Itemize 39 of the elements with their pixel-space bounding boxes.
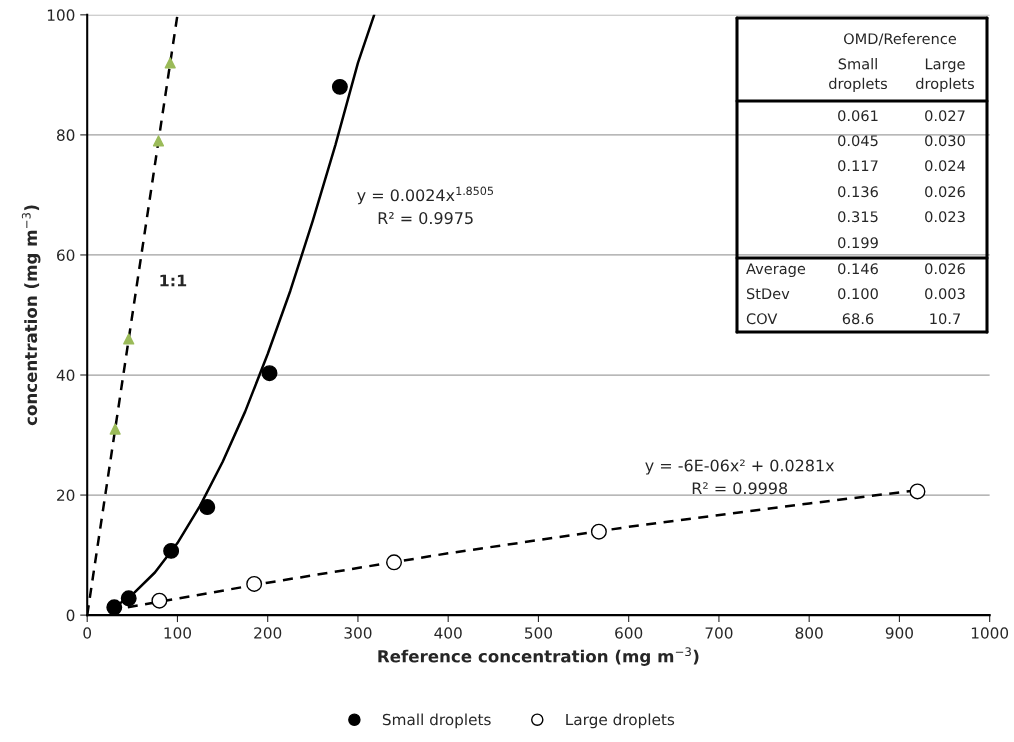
x-tick-label: 0 xyxy=(83,627,92,639)
y-tick-label: 0 xyxy=(66,609,75,622)
point xyxy=(246,575,263,592)
point xyxy=(109,423,121,435)
x-tick-label: 400 xyxy=(434,627,462,639)
text: y = 0.0024x$^{1.8505}$ R² = 0.9975 xyxy=(357,186,494,225)
x-tick-label: 1000 xyxy=(971,627,1009,639)
point xyxy=(261,365,278,382)
point xyxy=(152,135,165,147)
point xyxy=(386,554,403,571)
point xyxy=(590,523,607,540)
x-tick-label: 200 xyxy=(254,627,282,639)
annotation: y = -6E-06x² + 0.0281x R² = 0.9998 xyxy=(645,459,835,495)
point xyxy=(151,592,168,609)
x-tick-label: 300 xyxy=(344,627,372,639)
y-tick-label: 40 xyxy=(56,369,75,382)
point xyxy=(331,78,348,95)
point xyxy=(909,483,926,500)
x-tick-label: 100 xyxy=(164,627,192,639)
point xyxy=(163,542,180,559)
legend-label: Small droplets xyxy=(382,713,491,729)
x-axis-title: Reference concentration (mg m$^{−3}$) xyxy=(378,647,699,666)
y-tick-label: 80 xyxy=(56,129,75,141)
point xyxy=(199,499,216,516)
point xyxy=(164,57,176,69)
y-tick-label: 60 xyxy=(57,249,75,261)
y-tick-label: 20 xyxy=(57,489,75,502)
x-tick-label: 700 xyxy=(705,627,733,639)
point xyxy=(123,333,135,345)
point xyxy=(120,590,137,607)
x-tick-label: 500 xyxy=(525,627,552,639)
y-tick-label: 100 xyxy=(47,9,75,21)
annotation: 1:1 xyxy=(160,274,187,287)
y-axis-title: concentration (mg m$^{−3}$) xyxy=(21,205,41,426)
x-tick-label: 600 xyxy=(615,627,643,639)
x-tick-label: 800 xyxy=(795,627,823,639)
point xyxy=(106,599,123,616)
legend-label: Large droplets xyxy=(566,713,675,729)
x-tick-label: 900 xyxy=(885,627,913,639)
